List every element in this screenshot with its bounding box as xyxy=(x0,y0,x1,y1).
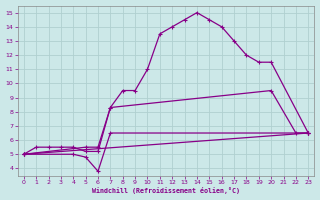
X-axis label: Windchill (Refroidissement éolien,°C): Windchill (Refroidissement éolien,°C) xyxy=(92,187,240,194)
